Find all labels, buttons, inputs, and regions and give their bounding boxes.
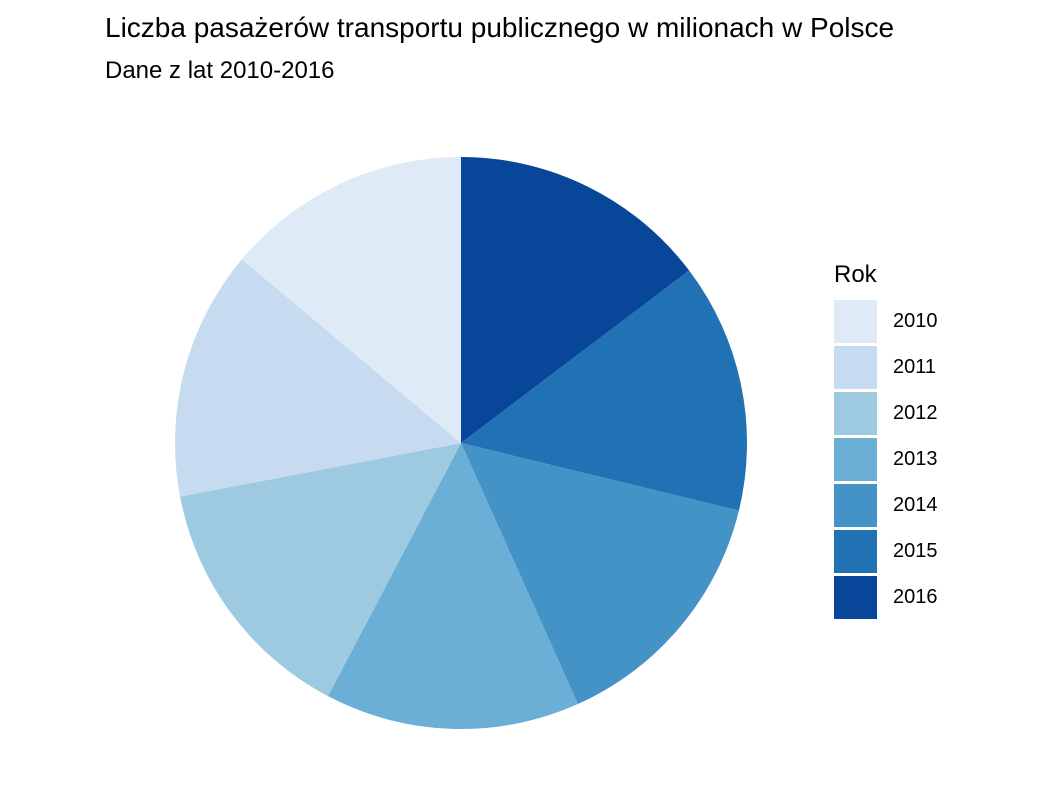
legend-title: Rok [834, 261, 877, 288]
legend-label: 2015 [893, 539, 938, 562]
pie-slice-2012 [180, 443, 461, 697]
legend-swatch [834, 483, 877, 527]
legend-label: 2010 [893, 309, 938, 332]
pie-slice-2010 [241, 157, 461, 443]
legend-item-2011: 2011 [834, 344, 938, 390]
legend-item-2013: 2013 [834, 436, 938, 482]
legend-swatch [834, 299, 877, 343]
legend-swatch [834, 345, 877, 389]
pie-slice-2016 [461, 157, 690, 443]
legend-swatch [834, 391, 877, 435]
legend-item-2016: 2016 [834, 574, 938, 620]
legend-swatch [834, 437, 877, 481]
legend-item-2012: 2012 [834, 390, 938, 436]
chart-title: Liczba pasażerów transportu publicznego … [105, 12, 895, 43]
legend-label: 2012 [893, 401, 938, 424]
legend-label: 2011 [893, 355, 937, 378]
pie-slice-2015 [461, 270, 748, 511]
legend-items: 2010 2011 2012 2013 2014 2015 2016 [834, 298, 938, 620]
legend-swatch [834, 575, 877, 619]
legend-label: 2014 [893, 493, 938, 516]
legend-item-2010: 2010 [834, 298, 938, 344]
legend-item-2015: 2015 [834, 528, 938, 574]
pie-slice-2013 [327, 443, 578, 730]
legend-label: 2013 [893, 447, 938, 470]
chart-subtitle: Dane z lat 2010-2016 [105, 57, 335, 84]
legend: Rok 2010 2011 2012 2013 2014 2015 2016 [834, 258, 938, 620]
pie-slice-2014 [461, 443, 739, 705]
legend-label: 2016 [893, 585, 938, 608]
legend-item-2014: 2014 [834, 482, 938, 528]
legend-swatch [834, 529, 877, 573]
pie-slice-2011 [175, 259, 461, 497]
